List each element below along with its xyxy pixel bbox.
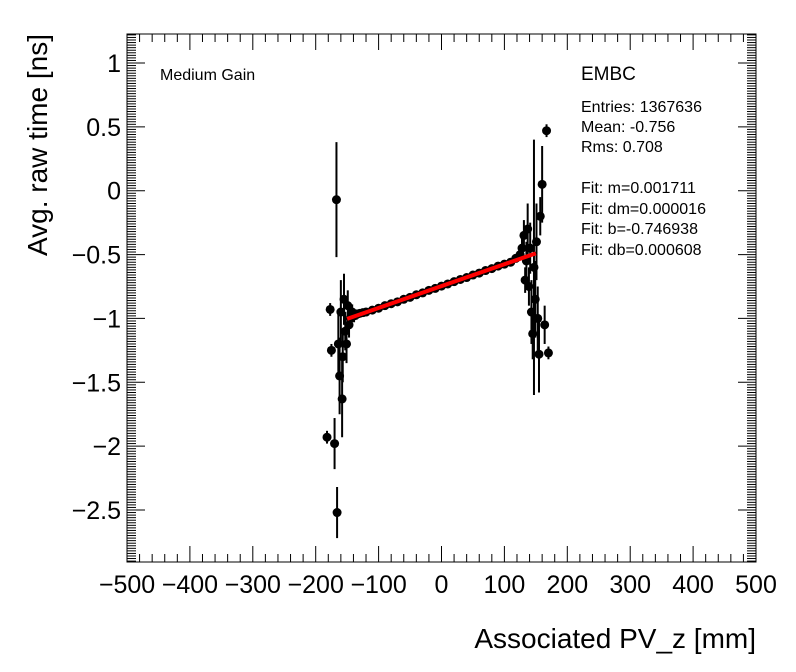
data-points (322, 124, 553, 539)
data-point (331, 195, 341, 205)
x-tick-label: −100 (350, 571, 406, 599)
data-point (534, 349, 544, 359)
stats-fit-db: Fit: db=0.000608 (581, 242, 702, 259)
y-tick-label: 0.5 (86, 114, 121, 142)
data-point (531, 237, 541, 247)
x-tick-label: −500 (99, 571, 155, 599)
data-point (540, 320, 550, 330)
y-tick-label: 0 (107, 178, 121, 206)
x-tick-label: 500 (735, 571, 777, 599)
data-point (525, 243, 535, 253)
y-tick-label: −2.5 (72, 497, 121, 525)
x-tick-label: −300 (225, 571, 281, 599)
fit-line-group (346, 251, 537, 321)
y-tick-label: −2 (92, 433, 121, 461)
stats-mean: Mean: -0.756 (581, 119, 675, 136)
data-point (533, 313, 543, 323)
data-point (343, 301, 353, 311)
data-point (338, 352, 348, 362)
y-tick-label: −1.5 (72, 369, 121, 397)
stats-name: EMBC (581, 64, 636, 85)
data-point (537, 179, 547, 189)
axis-ticks (126, 34, 757, 562)
data-point (535, 211, 545, 221)
stats-entries: Entries: 1367636 (581, 99, 702, 116)
x-tick-label: 100 (484, 571, 526, 599)
data-point (543, 348, 553, 358)
stats-fit-b: Fit: b=-0.746938 (581, 221, 698, 238)
x-tick-label: −200 (288, 571, 344, 599)
x-tick-label: 200 (546, 571, 588, 599)
data-point (326, 345, 336, 355)
fit-line (346, 251, 537, 321)
data-point (542, 126, 552, 136)
stats-rms: Rms: 0.708 (581, 139, 663, 156)
tick-labels: −500 −400 −300 −200 −100 0 100 200 300 400 500 1 0.5… (72, 50, 777, 599)
stats-fit-m: Fit: m=0.001711 (581, 180, 696, 197)
data-point (330, 439, 340, 449)
gain-label: Medium Gain (160, 67, 255, 84)
x-axis-title: Associated PV_z [mm] (474, 623, 756, 654)
x-tick-label: 0 (435, 571, 449, 599)
y-tick-label: −1 (92, 305, 121, 333)
stats-fit-dm: Fit: dm=0.000016 (581, 201, 706, 218)
data-point (342, 339, 352, 349)
x-tick-label: 300 (609, 571, 651, 599)
data-point (322, 432, 332, 442)
data-point (517, 243, 527, 253)
data-point (325, 304, 335, 314)
x-tick-label: 400 (672, 571, 714, 599)
data-point (332, 508, 342, 518)
y-tick-label: 1 (107, 50, 121, 78)
y-tick-label: −0.5 (72, 242, 121, 270)
y-axis-title: Avg. raw time [ns] (22, 34, 53, 256)
x-tick-label: −400 (162, 571, 218, 599)
data-point (337, 394, 347, 404)
